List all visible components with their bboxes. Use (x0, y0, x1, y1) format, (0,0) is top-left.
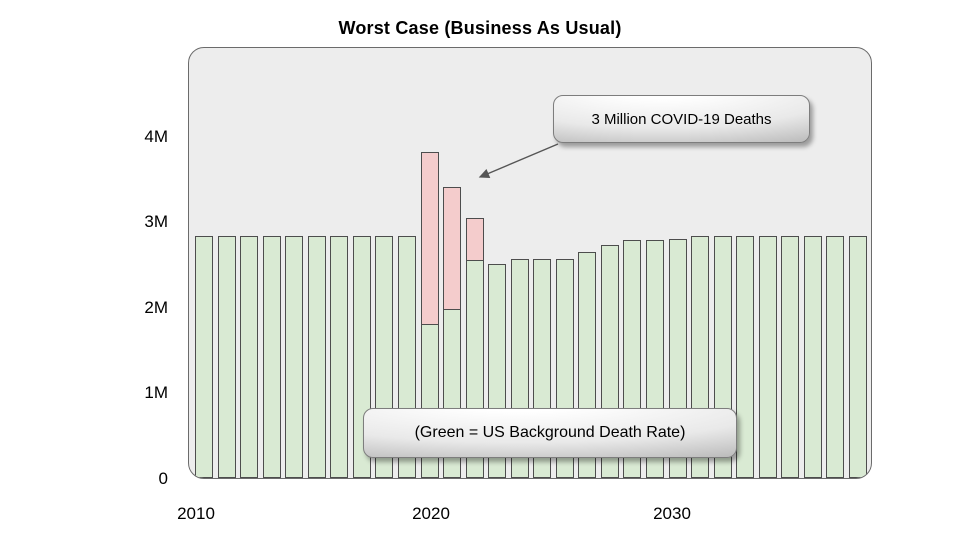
bar-2010-background-segment (195, 236, 213, 478)
bar-2022-covid-segment (465, 218, 484, 260)
bar-2013 (262, 236, 281, 478)
y-tick-0: 0 (158, 469, 168, 488)
bar-2011-background-segment (217, 236, 236, 478)
bar-2014 (285, 236, 304, 478)
y-tick-3m: 3M (144, 212, 168, 231)
bar-2011 (217, 236, 236, 478)
bar-2015 (307, 236, 326, 478)
bar-2012 (240, 236, 259, 478)
bar-2037 (803, 236, 822, 478)
bar-2012-background-segment (240, 236, 259, 478)
callout-arrow (478, 143, 559, 178)
bar-2016 (330, 236, 349, 478)
bar-2039-background-segment (848, 236, 867, 478)
bar-2036 (781, 236, 800, 478)
bar-2034 (736, 236, 755, 478)
y-tick-2m: 2M (144, 298, 168, 317)
chart-title: Worst Case (Business As Usual) (338, 18, 622, 38)
bar-2038 (826, 236, 845, 478)
bar-2035 (758, 236, 777, 478)
bar-2036-background-segment (781, 236, 800, 478)
bar-series-container (189, 48, 871, 478)
bar-2013-background-segment (262, 236, 281, 478)
green-legend-callout-box: (Green = US Background Death Rate) (363, 408, 737, 458)
bar-2016-background-segment (330, 236, 349, 478)
bar-2021-covid-segment (443, 187, 462, 309)
covid-callout-box: 3 Million COVID-19 Deaths (553, 95, 810, 143)
bar-2039 (848, 236, 867, 478)
y-tick-1m: 1M (144, 383, 168, 402)
x-tick-2020: 2020 (412, 504, 450, 523)
bar-2020-covid-segment (420, 152, 439, 324)
bar-2038-background-segment (826, 236, 845, 478)
y-tick-4m: 4M (144, 127, 168, 146)
bar-2037-background-segment (803, 236, 822, 478)
bar-2035-background-segment (758, 236, 777, 478)
bar-2010 (195, 236, 213, 478)
x-tick-2030: 2030 (653, 504, 691, 523)
covid-callout-label: 3 Million COVID-19 Deaths (591, 110, 772, 128)
green-legend-callout-label: (Green = US Background Death Rate) (414, 424, 686, 441)
bar-2015-background-segment (307, 236, 326, 478)
bar-2034-background-segment (736, 236, 755, 478)
bar-2014-background-segment (285, 236, 304, 478)
x-tick-2010: 2010 (177, 504, 215, 523)
